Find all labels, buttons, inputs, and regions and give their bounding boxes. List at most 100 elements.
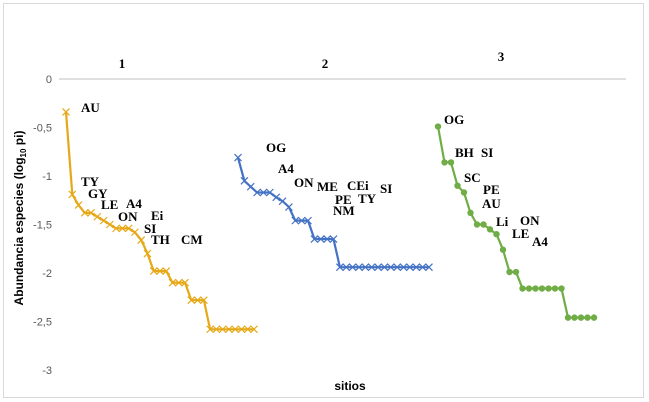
species-label: SI: [481, 145, 493, 160]
data-point: [434, 123, 442, 130]
data-point: [265, 188, 274, 197]
chart-frame: 0 -0,5 -1 -1,5 -2 -2,5 -3 1 AU TY GY LE A4 ON Ei SI TH C…: [3, 3, 644, 398]
data-point-stroke: [243, 325, 252, 334]
data-point-stroke: [87, 208, 95, 217]
species-label: TY: [358, 191, 377, 206]
data-point: [124, 224, 133, 233]
y-tick-label: -1,5: [33, 220, 52, 232]
data-point: [278, 197, 287, 206]
data-point-stroke: [418, 263, 427, 272]
data-point: [231, 325, 240, 334]
species-label: SC: [464, 170, 481, 185]
data-point: [386, 263, 395, 272]
data-point-stroke: [62, 108, 70, 116]
data-point: [68, 190, 77, 199]
data-point: [380, 263, 389, 272]
data-point: [253, 188, 262, 197]
data-point-stroke: [124, 224, 133, 233]
species-label: BH: [455, 145, 474, 160]
data-point: [545, 285, 552, 292]
data-point: [291, 216, 300, 225]
data-point-stroke: [199, 296, 208, 305]
data-point: [218, 325, 227, 334]
data-point: [551, 285, 559, 292]
y-tick-label: -2: [42, 268, 52, 280]
data-point: [206, 325, 215, 334]
data-point: [538, 285, 546, 292]
data-point: [525, 285, 533, 292]
species-label: ON: [294, 175, 314, 190]
data-point: [348, 263, 357, 272]
data-point: [259, 188, 268, 197]
data-point: [316, 235, 325, 243]
species-label: CM: [181, 232, 203, 247]
data-point: [512, 268, 520, 276]
data-point-stroke: [361, 263, 370, 272]
panel-number-label: 3: [498, 49, 505, 64]
data-point: [355, 263, 363, 272]
data-point-stroke: [206, 325, 215, 334]
data-point: [112, 224, 121, 233]
data-point: [342, 263, 351, 272]
data-point: [590, 314, 598, 321]
data-point: [297, 216, 306, 225]
data-point: [272, 193, 281, 202]
data-point-stroke: [259, 188, 268, 197]
species-label: PE: [483, 182, 500, 197]
data-point-stroke: [168, 278, 177, 287]
data-point-stroke: [162, 267, 171, 275]
data-point: [212, 325, 221, 334]
species-label: ME: [317, 179, 338, 194]
data-point-stroke: [193, 296, 202, 305]
data-point: [74, 201, 83, 210]
y-tick-label: -0,5: [33, 123, 52, 135]
data-point-stroke: [405, 263, 414, 272]
data-point: [374, 263, 382, 272]
data-point: [246, 182, 255, 191]
data-point: [304, 216, 312, 225]
data-point-stroke: [412, 263, 421, 272]
data-point-stroke: [297, 216, 306, 225]
x-axis-title: sitios: [334, 379, 366, 393]
data-point-stroke: [131, 228, 139, 237]
data-point-stroke: [250, 325, 258, 334]
data-point-stroke: [335, 263, 344, 272]
panel-number-label: 1: [119, 56, 126, 71]
data-point: [285, 203, 293, 211]
data-point-stroke: [386, 263, 395, 272]
data-point: [243, 325, 252, 334]
data-point-stroke: [181, 278, 189, 287]
data-point: [199, 296, 208, 305]
data-point: [87, 208, 95, 217]
data-point-stroke: [80, 208, 89, 217]
species-label: PE: [335, 192, 352, 207]
data-point-stroke: [348, 263, 357, 272]
data-point: [105, 220, 114, 229]
data-point-stroke: [174, 278, 183, 287]
data-point-stroke: [342, 263, 351, 272]
species-label: A4: [532, 234, 548, 249]
data-point-stroke: [105, 220, 114, 229]
data-point-stroke: [265, 188, 274, 197]
data-point: [250, 325, 258, 334]
data-point: [225, 325, 233, 334]
data-point-stroke: [316, 235, 325, 243]
data-point: [564, 314, 572, 321]
species-label: SI: [144, 221, 156, 236]
species-label: LE: [101, 197, 118, 212]
data-point: [447, 159, 455, 166]
series-layer: [62, 108, 598, 334]
data-point-stroke: [212, 325, 221, 334]
data-point-stroke: [367, 263, 376, 272]
data-point: [240, 176, 249, 185]
data-point: [412, 263, 421, 272]
data-point: [499, 246, 507, 253]
y-axis-title-main: Abundancia especies (log: [12, 157, 26, 305]
data-point-stroke: [68, 190, 77, 199]
data-point: [558, 285, 565, 292]
species-label: NM: [333, 203, 355, 218]
data-point: [168, 278, 177, 287]
species-label: Li: [496, 214, 509, 229]
data-point: [193, 296, 202, 305]
